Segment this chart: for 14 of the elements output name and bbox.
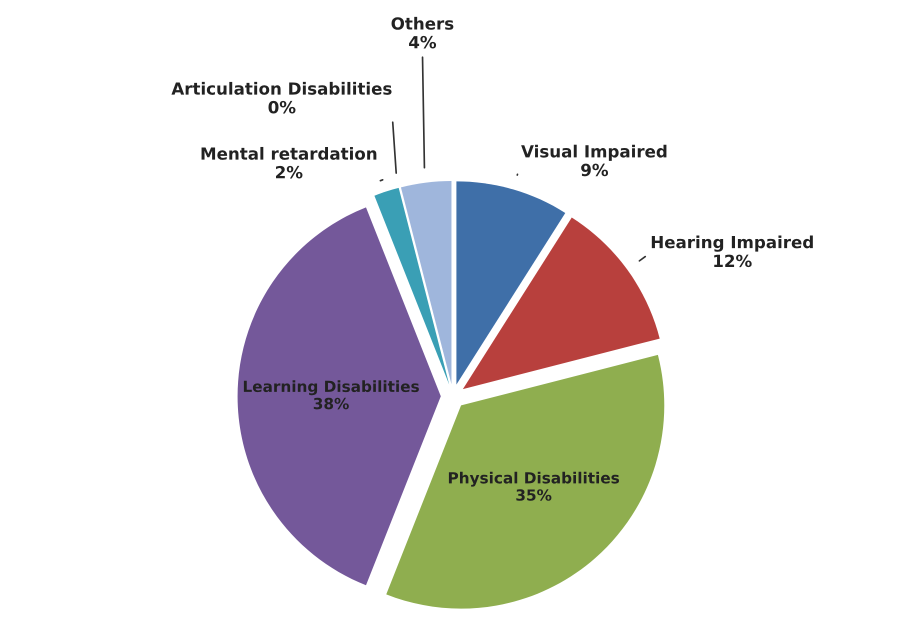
data-label: 2% bbox=[276, 166, 302, 179]
data-label: 12% bbox=[714, 254, 752, 268]
data-label: 35% bbox=[516, 489, 552, 501]
slice-label: Physical Disabilities bbox=[448, 472, 620, 487]
slice-label: Visual Impaired bbox=[521, 144, 666, 161]
slice-label: Learning Disabilities bbox=[244, 380, 419, 396]
data-label: 4% bbox=[409, 36, 436, 48]
data-label: 38% bbox=[314, 398, 349, 410]
text: 0% bbox=[268, 100, 296, 114]
slice-label: Mental retardation bbox=[202, 146, 376, 160]
data-label: 9% bbox=[581, 164, 608, 176]
category-label: Articulation Disabilities bbox=[171, 82, 392, 95]
slice-label: Hearing Impaired bbox=[652, 235, 813, 252]
slice-label: Others bbox=[392, 16, 454, 30]
